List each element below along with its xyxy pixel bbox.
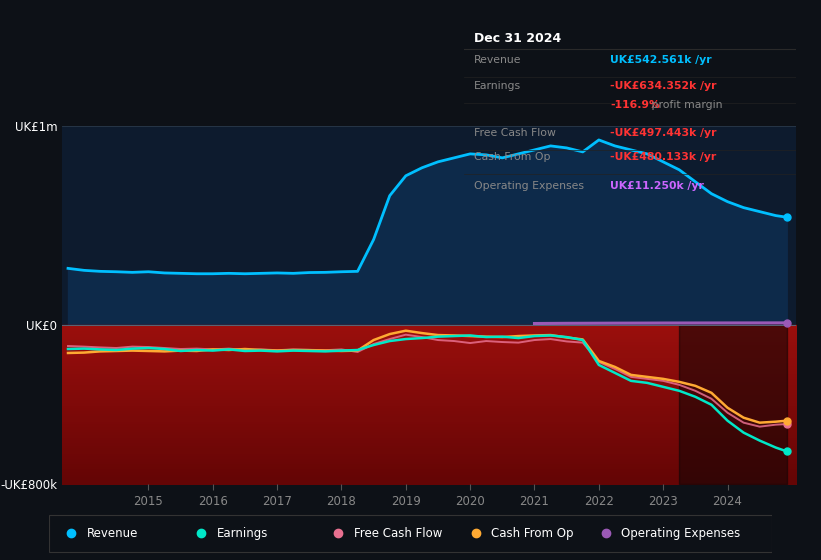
Text: -116.9%: -116.9%	[610, 100, 660, 110]
Text: -UK£634.352k /yr: -UK£634.352k /yr	[610, 81, 717, 91]
Text: -UK£480.133k /yr: -UK£480.133k /yr	[610, 152, 717, 162]
Text: Dec 31 2024: Dec 31 2024	[474, 32, 561, 45]
Text: Cash From Op: Cash From Op	[492, 527, 574, 540]
FancyBboxPatch shape	[49, 515, 772, 552]
Text: -UK£497.443k /yr: -UK£497.443k /yr	[610, 128, 717, 138]
Text: Free Cash Flow: Free Cash Flow	[354, 527, 443, 540]
Text: profit margin: profit margin	[649, 100, 723, 110]
Text: Earnings: Earnings	[217, 527, 268, 540]
Text: UK£542.561k /yr: UK£542.561k /yr	[610, 55, 712, 65]
Text: Revenue: Revenue	[474, 55, 521, 65]
Text: Earnings: Earnings	[474, 81, 521, 91]
Text: Operating Expenses: Operating Expenses	[621, 527, 741, 540]
Text: Operating Expenses: Operating Expenses	[474, 181, 584, 190]
Text: Revenue: Revenue	[87, 527, 138, 540]
Text: Cash From Op: Cash From Op	[474, 152, 550, 162]
Text: Free Cash Flow: Free Cash Flow	[474, 128, 556, 138]
Text: UK£11.250k /yr: UK£11.250k /yr	[610, 181, 704, 190]
